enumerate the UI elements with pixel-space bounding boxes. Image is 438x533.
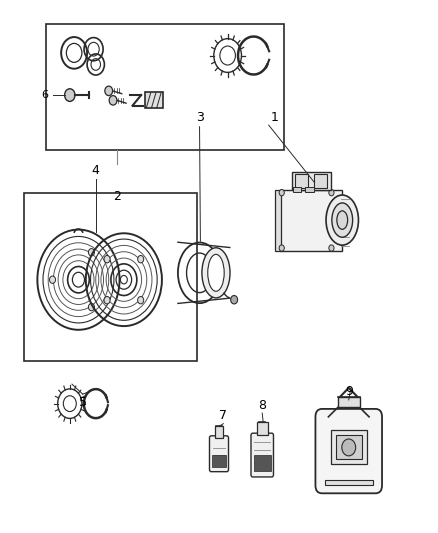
Text: 9: 9 — [345, 385, 353, 398]
Circle shape — [105, 86, 113, 95]
Ellipse shape — [202, 248, 230, 298]
Text: 5: 5 — [79, 395, 87, 409]
Ellipse shape — [326, 195, 358, 245]
Circle shape — [49, 276, 56, 284]
Bar — [212, 455, 226, 467]
Text: 6: 6 — [41, 90, 48, 100]
Circle shape — [231, 295, 237, 304]
Bar — [292, 172, 331, 190]
Circle shape — [109, 95, 117, 105]
Bar — [293, 188, 301, 191]
Bar — [25, 192, 198, 361]
Bar — [338, 397, 360, 407]
FancyBboxPatch shape — [251, 433, 273, 477]
Text: 2: 2 — [113, 190, 121, 203]
Ellipse shape — [337, 211, 348, 229]
Circle shape — [138, 255, 144, 263]
Circle shape — [279, 190, 284, 196]
Text: 7: 7 — [219, 409, 227, 422]
Bar — [145, 92, 163, 108]
Circle shape — [342, 439, 356, 456]
FancyBboxPatch shape — [209, 436, 229, 472]
Bar — [254, 455, 271, 471]
Text: 3: 3 — [196, 111, 204, 124]
Bar — [314, 174, 327, 189]
Bar — [336, 435, 362, 459]
FancyBboxPatch shape — [315, 409, 382, 494]
Text: 4: 4 — [92, 164, 100, 177]
Circle shape — [329, 245, 334, 251]
Bar — [295, 174, 307, 189]
Text: 1: 1 — [271, 111, 279, 124]
Bar — [257, 422, 268, 435]
Bar — [325, 480, 372, 486]
Circle shape — [329, 190, 334, 196]
Circle shape — [279, 245, 284, 251]
Bar — [305, 188, 314, 191]
Bar — [275, 190, 281, 251]
Ellipse shape — [332, 203, 353, 237]
Circle shape — [138, 296, 144, 304]
Circle shape — [104, 296, 110, 304]
Bar — [279, 190, 342, 251]
Ellipse shape — [208, 254, 224, 292]
Circle shape — [88, 248, 95, 256]
Circle shape — [65, 89, 75, 101]
Circle shape — [88, 303, 95, 311]
Bar — [331, 430, 367, 464]
Bar — [215, 426, 223, 438]
Text: 8: 8 — [258, 399, 266, 411]
Bar — [46, 24, 284, 150]
Circle shape — [104, 255, 110, 263]
